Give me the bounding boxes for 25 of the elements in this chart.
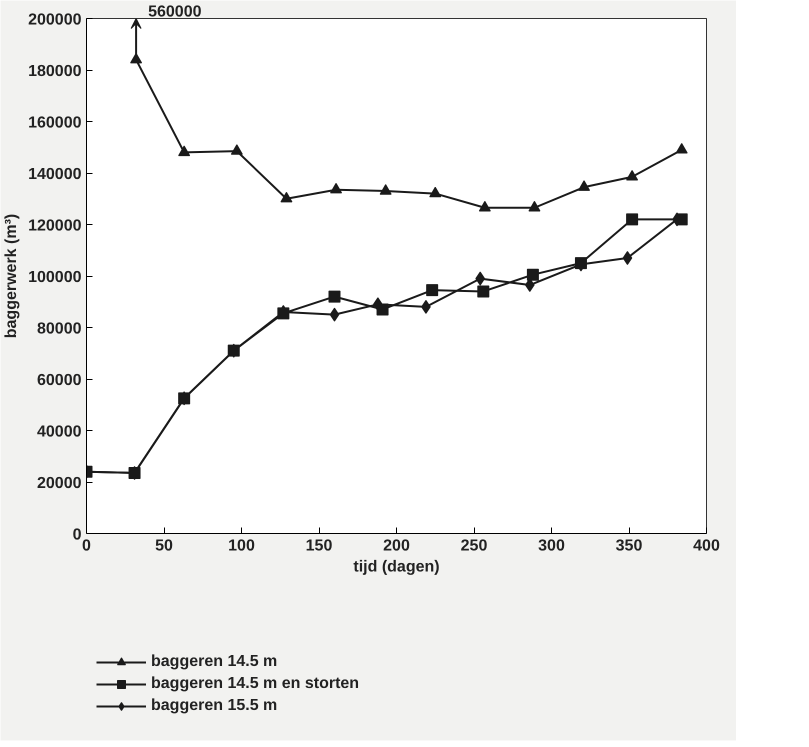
- y-tick-label: 60000: [37, 372, 82, 389]
- y-tick-label: 160000: [28, 114, 82, 132]
- y-tick-label: 200000: [28, 12, 82, 28]
- x-axis-title: tijd (dagen): [353, 558, 440, 576]
- y-tick-label: 40000: [37, 424, 82, 440]
- y-tick-label: 80000: [37, 320, 82, 338]
- x-tick-label: 300: [538, 538, 565, 554]
- x-tick-label: 400: [693, 538, 720, 554]
- legend-label: baggeren 15.5 m: [151, 696, 278, 714]
- y-axis-title: baggerwerk (m³): [3, 214, 20, 338]
- y-tick-label: 120000: [28, 218, 82, 234]
- y-tick-label: 20000: [37, 475, 82, 492]
- annotation: 560000: [148, 4, 202, 20]
- x-tick-label: 100: [228, 538, 255, 554]
- legend-label: baggeren 14.5 m: [151, 652, 278, 670]
- x-tick-label: 250: [460, 538, 488, 554]
- y-tick-label: 140000: [28, 166, 82, 183]
- x-tick-label: 50: [155, 538, 173, 554]
- x-tick-label: 150: [306, 538, 332, 554]
- y-tick-label: 100000: [28, 269, 82, 286]
- y-tick-label: 0: [72, 526, 82, 544]
- y-tick-label: 180000: [28, 63, 82, 80]
- legend-label: baggeren 14.5 m en storten: [151, 674, 360, 692]
- x-tick-label: 200: [383, 538, 410, 554]
- x-tick-label: 350: [616, 538, 642, 554]
